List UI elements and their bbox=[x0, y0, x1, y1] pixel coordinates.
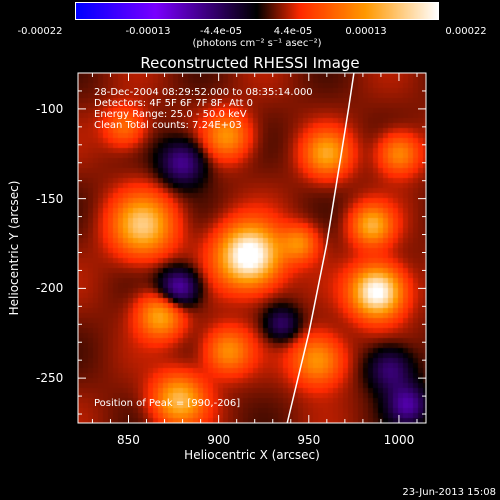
chart-title: Reconstructed RHESSI Image bbox=[140, 54, 360, 72]
time-range-label: 28-Dec-2004 08:29:52.000 to 08:35:14.000 bbox=[94, 87, 313, 98]
colorbar-tick: -0.00013 bbox=[125, 26, 171, 37]
y-tick-label: -150 bbox=[36, 191, 64, 206]
heatmap-image bbox=[78, 73, 426, 423]
peak-position-label: Position of Peak = [990,-206] bbox=[94, 398, 241, 409]
axis-ticks bbox=[78, 72, 426, 423]
colorbar-tick: -4.4e-05 bbox=[200, 26, 242, 37]
colorbar-tick: 0.00013 bbox=[345, 26, 387, 37]
x-tick-label: 950 bbox=[297, 433, 321, 447]
x-tick-label: 900 bbox=[207, 433, 231, 447]
y-tick-label: -200 bbox=[36, 281, 64, 296]
x-tick-label: 1000 bbox=[383, 433, 415, 447]
colorbar-tick: 4.4e-05 bbox=[273, 26, 313, 37]
solar-limb-line bbox=[286, 72, 355, 424]
x-tick-label: 850 bbox=[117, 433, 140, 447]
colorbar-tick: -0.00022 bbox=[17, 26, 63, 37]
energy-range-label: Energy Range: 25.0 - 50.0 keV bbox=[94, 109, 247, 120]
detectors-label: Detectors: 4F 5F 6F 7F 8F, Att 0 bbox=[94, 98, 254, 109]
y-axis-label: Heliocentric Y (arcsec) bbox=[7, 180, 21, 316]
plot-frame bbox=[77, 72, 427, 424]
y-tick-label: -250 bbox=[36, 371, 64, 386]
colorbar bbox=[75, 2, 439, 20]
x-axis-label: Heliocentric X (arcsec) bbox=[184, 448, 320, 462]
y-tick-label: -100 bbox=[36, 101, 64, 116]
method-counts-label: Clean Total counts: 7.24E+03 bbox=[94, 120, 242, 131]
colorbar-unit: (photons cm⁻² s⁻¹ asec⁻²) bbox=[192, 38, 322, 49]
colorbar-tick: 0.00022 bbox=[445, 26, 487, 37]
timestamp: 23-Jun-2013 15:08 bbox=[402, 487, 496, 498]
